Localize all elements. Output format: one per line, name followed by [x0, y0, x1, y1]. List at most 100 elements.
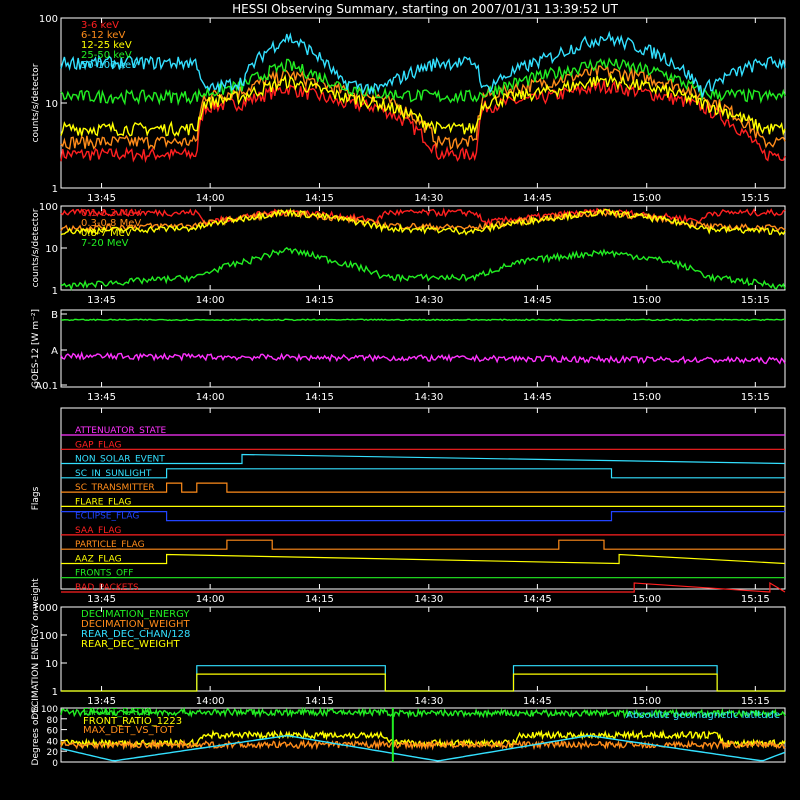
flag-label: SC_TRANSMITTER: [75, 483, 155, 493]
flag-label: AAZ_FLAG: [75, 554, 122, 564]
flag-label: ATTENUATOR_STATE: [75, 426, 167, 436]
x-tick-label: 15:15: [741, 295, 770, 306]
x-tick-label: 15:15: [741, 392, 770, 403]
flag-label: NON_SOLAR_EVENT: [75, 455, 165, 465]
x-tick-label: 14:15: [305, 594, 334, 605]
x-tick-label: 14:30: [414, 193, 443, 204]
x-tick-label: 14:00: [196, 696, 225, 707]
x-tick-label: 14:15: [305, 696, 334, 707]
y-tick-label: 80: [47, 716, 59, 726]
series-25-50 keV: [60, 57, 786, 107]
x-tick-label: 14:45: [523, 295, 552, 306]
x-tick-label: 14:45: [523, 594, 552, 605]
series-0.8-7 MeV: [60, 207, 786, 236]
x-tick-label: 14:45: [523, 392, 552, 403]
series-12-25 keV: [60, 73, 786, 138]
series-3-6 keV: [60, 80, 786, 164]
y-tick-label: 1000: [33, 603, 58, 614]
y-tick-label: 0: [52, 759, 58, 769]
series-REAR_DEC_WEIGHT: [61, 673, 785, 692]
series-short: [60, 350, 786, 365]
y-tick-label: 100: [39, 202, 58, 213]
y-axis-label: Degrees or %: [31, 704, 41, 765]
flag-label: PARTICLE_FLAG: [75, 540, 145, 550]
x-tick-label: 14:30: [414, 295, 443, 306]
flag-ECLIPSE_FLAG: [61, 511, 785, 522]
panel-goes: GOES-12 [W m⁻²] B A A0.1 13:45 14:00 14:15 14:3…: [31, 309, 786, 403]
y-tick-label: 20: [47, 748, 59, 758]
y-axis-label: counts/s/detector: [31, 208, 41, 287]
y-tick-label: 10: [45, 244, 58, 255]
x-tick-label: 14:00: [196, 295, 225, 306]
annotation-geomagnetic-latitude: Absolute geomagnetic latitude: [626, 710, 780, 721]
legend-entry: DECIMATION_ENERGY: [81, 609, 190, 620]
x-tick-label: 14:15: [305, 295, 334, 306]
x-tick-label: 15:15: [741, 696, 770, 707]
series-7-20 MeV: [60, 246, 786, 291]
y-tick-label: 60: [47, 727, 59, 737]
series-Absolute geomagnetic latitude: [60, 734, 786, 762]
y-tick-label: B: [51, 310, 58, 321]
flag-label: ECLIPSE_FLAG: [75, 512, 139, 522]
x-tick-label: 15:00: [632, 392, 661, 403]
panel-decimation: DECIMATION ENERGY or weight 1 10 100 1000 DEC…: [31, 578, 786, 720]
x-tick-label: 14:30: [414, 696, 443, 707]
x-tick-label: 15:15: [741, 594, 770, 605]
x-tick-label: 14:30: [414, 392, 443, 403]
flag-AAZ_FLAG: [61, 553, 786, 565]
legend-entry: REAR_DEC_CHAN/128: [81, 629, 190, 640]
y-tick-label: A0.1: [35, 381, 58, 392]
legend-entry: FRONT_RATIO: [83, 707, 152, 718]
panel-frame: [60, 707, 786, 763]
x-tick-label: 14:00: [196, 392, 225, 403]
flag-label: GAP_FLAG: [75, 440, 121, 450]
x-tick-label: 14:45: [523, 696, 552, 707]
x-tick-label: 15:00: [632, 193, 661, 204]
panel-frame: [60, 309, 786, 388]
x-tick-label: 13:45: [87, 392, 116, 403]
legend-entry: REAR_DEC_WEIGHT: [81, 639, 180, 650]
legend-entry: 0.1-0.3 MeV: [81, 208, 141, 219]
x-tick-label: 13:45: [87, 295, 116, 306]
x-tick-label: 14:00: [196, 193, 225, 204]
flag-label: SC_IN_SUNLIGHT: [75, 469, 152, 479]
legend-entry: MAX_DET_VS_TOT: [83, 725, 175, 736]
x-tick-label: 15:00: [632, 594, 661, 605]
series-long: [60, 318, 786, 322]
flag-NON_SOLAR_EVENT: [61, 453, 786, 465]
legend-entry: 50-100 keV: [81, 60, 138, 71]
x-tick-label: 15:00: [632, 696, 661, 707]
flag-SC_IN_SUNLIGHT: [61, 468, 785, 479]
y-tick-label: 10: [45, 99, 58, 110]
legend-entry: 0.8-7 MeV: [81, 228, 132, 239]
y-axis-label: counts/s/detector: [31, 63, 41, 142]
legend-entry: DECIMATION_WEIGHT: [81, 619, 190, 630]
x-tick-label: 13:45: [87, 193, 116, 204]
y-tick-label: 100: [39, 14, 58, 25]
flag-label: BAD_PACKETS: [75, 583, 139, 593]
y-tick-label: 1: [52, 687, 58, 698]
y-axis-label: DECIMATION ENERGY or weight: [31, 578, 41, 720]
y-tick-label: 1: [52, 184, 58, 195]
flag-BAD_PACKETS: [61, 581, 786, 593]
x-tick-label: 14:15: [305, 392, 334, 403]
x-tick-label: 14:15: [305, 193, 334, 204]
y-axis-label: Flags: [31, 486, 41, 510]
flag-label: FRONTS_OFF: [75, 569, 133, 579]
flag-SC_TRANSMITTER: [61, 482, 785, 493]
y-tick-label: 40: [47, 737, 59, 747]
x-tick-label: 14:00: [196, 594, 225, 605]
legend-entry: FRONT_RATIO_1223: [83, 716, 182, 727]
x-tick-label: 13:45: [87, 594, 116, 605]
x-tick-label: 13:45: [87, 696, 116, 707]
x-tick-label: 15:15: [741, 193, 770, 204]
legend-entry: 7-20 MeV: [81, 238, 129, 249]
legend-entry: 0.3-0.8 MeV: [81, 218, 141, 229]
legend-entry: 12-25 keV: [81, 40, 132, 51]
y-tick-label: A: [51, 346, 58, 357]
panel-flags: Flags ATTENUATOR_STATE GAP_FLAG NON_SOLAR_E…: [31, 407, 786, 605]
